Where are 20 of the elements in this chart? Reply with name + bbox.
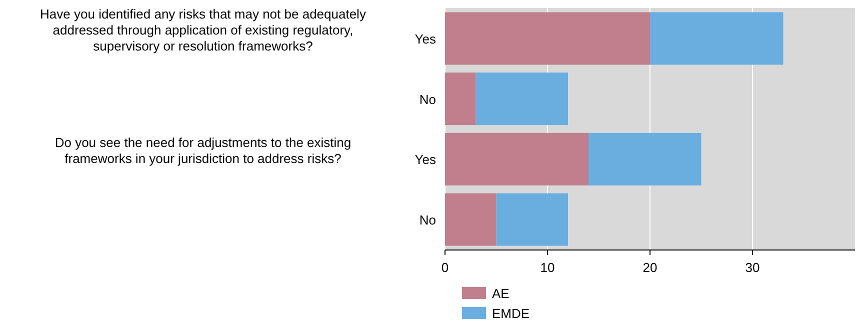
bar (496, 193, 568, 246)
bar (445, 12, 650, 65)
bar (650, 12, 784, 65)
x-tick-label: 10 (540, 260, 555, 275)
y-tick-label: No (419, 92, 436, 107)
legend-label: EMDE (492, 306, 530, 321)
bar (476, 72, 568, 126)
x-tick-label: 20 (642, 260, 658, 275)
text: Do you see the need for adjustments to the existing frameworks in your jurisdiction to address risks? (54, 135, 352, 166)
y-tick-label: Yes (414, 152, 436, 168)
y-tick-label: No (419, 212, 436, 228)
bar (588, 132, 702, 186)
x-tick-label: 0 (441, 260, 449, 275)
text: Have you identified any risks that may not be adequately addressed through application of existing regulatory, supervisory or resolution frameworks? (40, 6, 366, 54)
bar (445, 72, 476, 126)
bar (445, 132, 588, 186)
legend-label: AE (492, 286, 510, 301)
y-tick-label: Yes (414, 31, 436, 46)
x-tick-label: 30 (745, 260, 760, 275)
bar (445, 193, 496, 246)
